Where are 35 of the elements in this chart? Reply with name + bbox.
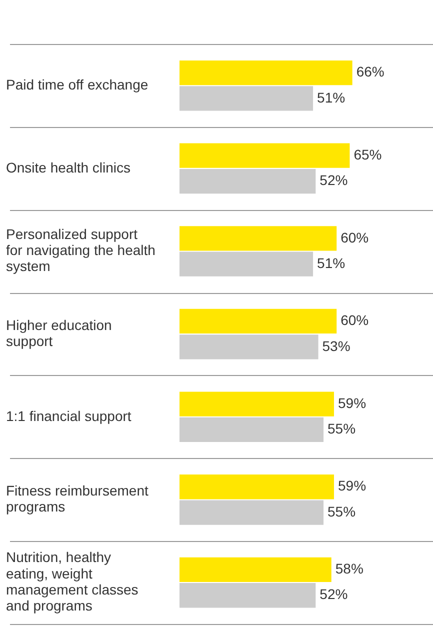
- data-label: 59%: [338, 478, 366, 494]
- y-tick-label: 1:1 financial support: [6, 408, 132, 424]
- data-label: 52%: [320, 172, 348, 188]
- bar: [179, 583, 316, 608]
- data-label: 55%: [328, 503, 356, 520]
- data-label: 51%: [317, 254, 346, 271]
- data-label: 65%: [354, 146, 382, 162]
- bar: [179, 392, 334, 416]
- bar: [179, 252, 314, 276]
- data-label: 58%: [335, 560, 364, 577]
- y-tick-label: Personalized support for navigating the health system: [6, 226, 156, 274]
- data-label: 60%: [340, 229, 369, 246]
- bar: [179, 226, 337, 251]
- bar: [179, 143, 350, 168]
- y-tick-label: Nutrition, healthy eating, weight management classes and programs: [6, 549, 138, 614]
- bar: [179, 417, 324, 442]
- bar: [179, 334, 318, 360]
- bar: [179, 474, 334, 500]
- y-tick-label: Higher education support: [6, 316, 112, 349]
- data-label: 55%: [328, 420, 356, 437]
- data-label: 51%: [317, 89, 346, 106]
- bar: [179, 500, 324, 525]
- data-label: 66%: [356, 64, 384, 80]
- bar: [179, 557, 332, 582]
- bar: [179, 308, 337, 334]
- bar: [179, 86, 314, 111]
- bar: [179, 60, 352, 86]
- y-tick-label: Fitness reimbursement programs: [6, 482, 148, 515]
- data-label: 52%: [320, 586, 348, 602]
- bar: [179, 168, 316, 194]
- data-label: 53%: [322, 338, 350, 354]
- data-label: 60%: [340, 312, 369, 328]
- data-label: 59%: [338, 394, 366, 411]
- y-tick-label: Onsite health clinics: [6, 159, 131, 176]
- y-tick-label: Paid time off exchange: [6, 76, 148, 92]
